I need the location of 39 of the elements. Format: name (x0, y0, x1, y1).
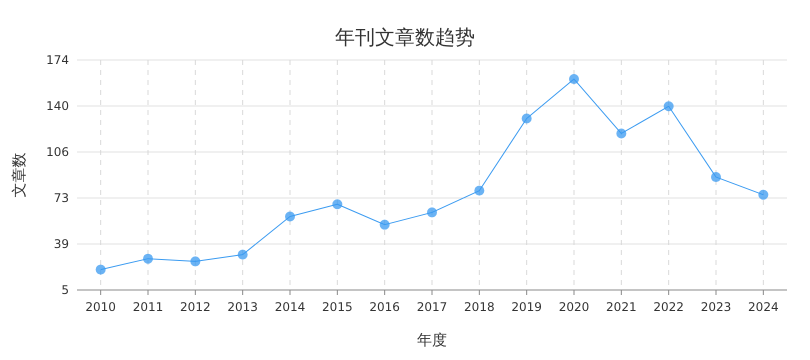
y-tick-label: 174 (46, 53, 69, 67)
x-axis-title: 年度 (417, 331, 447, 349)
x-tick-label: 2012 (180, 300, 211, 314)
x-tick-label: 2019 (511, 300, 542, 314)
point (143, 254, 153, 264)
x-tick-label: 2023 (700, 300, 732, 314)
y-tick-label: 73 (54, 191, 69, 205)
point (427, 207, 437, 218)
point (758, 190, 768, 200)
point (711, 172, 721, 182)
x-tick-label: 2021 (606, 300, 637, 314)
x-tick-label: 2024 (748, 300, 779, 314)
point (474, 186, 484, 196)
point (522, 114, 532, 124)
x-tick-label: 2016 (369, 300, 400, 314)
point (569, 74, 579, 84)
x-tick-label: 2011 (132, 300, 164, 314)
point (332, 199, 342, 210)
y-tick-label: 106 (46, 145, 69, 159)
point (380, 220, 390, 230)
x-tick-label: 2020 (558, 300, 590, 314)
point (285, 212, 295, 222)
point (664, 101, 674, 112)
y-tick-label: 39 (54, 237, 69, 251)
x-tick-label: 2014 (274, 300, 306, 314)
x-tick-label: 2015 (322, 300, 353, 314)
point (96, 264, 106, 275)
point (616, 128, 626, 138)
x-tick-label: 2013 (227, 300, 258, 314)
x-tick-label: 2017 (416, 300, 448, 314)
point (190, 256, 200, 266)
x-tick-label: 2010 (85, 300, 116, 314)
chart-title: 年刊文章数趋势 (335, 25, 475, 49)
point (238, 250, 248, 260)
y-tick-label: 5 (61, 283, 69, 297)
x-tick-label: 2018 (464, 300, 495, 314)
x-tick-label: 2022 (653, 300, 684, 314)
y-tick-label: 140 (46, 99, 69, 113)
y-axis-title: 文章数 (10, 152, 28, 198)
